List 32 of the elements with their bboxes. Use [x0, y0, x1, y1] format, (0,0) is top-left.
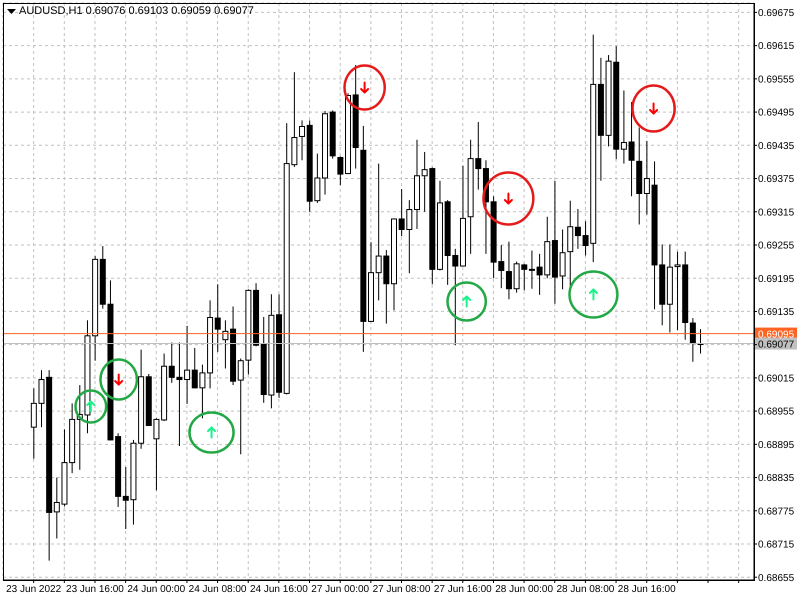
x-tick-label: 28 Jun 08:00: [556, 584, 615, 596]
y-tick-label: 0.68655: [758, 572, 795, 584]
y-tick-label: 0.69255: [758, 240, 795, 252]
x-tick-label: 28 Jun 16:00: [618, 584, 676, 596]
y-tick-label: 0.68715: [758, 540, 795, 551]
candlestick: [498, 244, 504, 289]
chart-title: AUDUSD,H1 0.69076 0.69103 0.69059 0.69077: [19, 5, 254, 18]
x-tick-label: 27 Jun 08:00: [372, 584, 431, 596]
x-tick-label: 28 Jun 00:00: [495, 584, 554, 596]
y-tick-label: 0.69315: [758, 207, 795, 218]
y-tick-label: 0.69615: [758, 41, 795, 52]
y-tick-label: 0.69495: [758, 108, 795, 119]
y-tick-label: 0.68895: [758, 440, 795, 451]
y-tick-label: 0.69195: [758, 274, 795, 285]
y-tick-label: 0.69135: [758, 306, 795, 318]
x-tick-label: 23 Jun 2022: [6, 584, 62, 596]
y-tick-label: 0.68955: [758, 406, 795, 418]
y-tick-label: 0.69015: [758, 373, 795, 384]
x-tick-label: 24 Jun 00:00: [127, 584, 186, 596]
y-tick-label: 0.69375: [758, 174, 795, 186]
x-tick-label: 27 Jun 16:00: [434, 584, 492, 596]
y-tick-label: 0.68775: [758, 506, 795, 518]
x-tick-label: 23 Jun 16:00: [66, 584, 124, 596]
ref-line-label: 0.69077: [758, 340, 795, 351]
x-tick-label: 24 Jun 08:00: [188, 584, 247, 596]
y-tick-label: 0.68835: [758, 473, 795, 484]
y-tick-label: 0.69555: [758, 74, 795, 86]
candlestick: [690, 318, 696, 362]
x-tick-label: 27 Jun 00:00: [311, 584, 370, 596]
x-tick-label: 24 Jun 16:00: [250, 584, 308, 596]
y-tick-label: 0.69435: [758, 140, 795, 152]
y-tick-label: 0.69675: [758, 8, 795, 19]
